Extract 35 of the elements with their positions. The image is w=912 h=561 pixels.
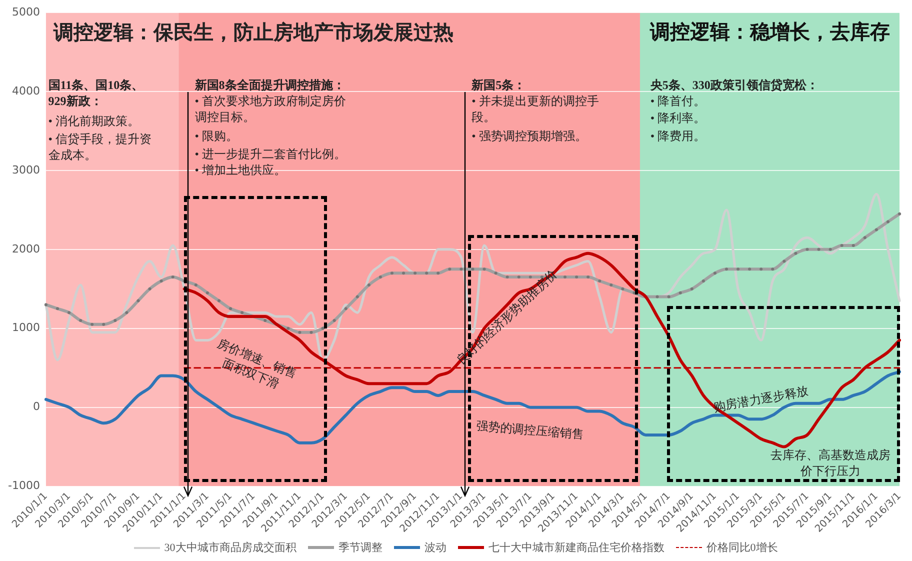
y-tick-label: 2000 — [12, 242, 40, 256]
annotation: • 降利率。 — [650, 110, 707, 126]
annotation: 国11条、国10条、929新政： — [48, 77, 145, 110]
annotation: • 消化前期政策。 — [48, 113, 140, 130]
annotation: • 限购。 — [194, 128, 239, 144]
y-tick-label: 4000 — [12, 84, 40, 98]
annotation: • 强势调控预期增强。 — [472, 128, 588, 144]
legend-label: 季节调整 — [338, 541, 382, 555]
y-tick-label: 3000 — [12, 163, 40, 176]
band-label: 调控逻辑：稳增长，去库存 — [648, 20, 890, 44]
annotation: • 并未提出更新的调控手段。 — [472, 93, 600, 126]
annotation: • 进一步提升二套首付比例。 — [194, 146, 347, 162]
y-tick-label: 0 — [32, 400, 40, 414]
annotation: • 降首付。 — [650, 93, 707, 110]
annotation: 良好的经济形势助推房价 — [454, 266, 562, 368]
line-series — [182, 252, 902, 448]
annotation: 调控逻辑：保民生，防止房地产市场发展过热 — [54, 21, 454, 46]
y-tick-label: -1000 — [8, 479, 40, 492]
annotation: • 增加土地供应。 — [194, 162, 287, 178]
legend-label: 价格同比0增长 — [706, 541, 778, 555]
annotation: 新国8条全面提升调控措施： — [194, 77, 346, 94]
legend-label: 波动 — [424, 541, 446, 555]
annotation: • 降费用。 — [650, 128, 707, 144]
legend-label: 七十大中城市新建商品住宅价格指数 — [488, 540, 664, 555]
annotation: 购房潜力逐步释放 — [712, 382, 810, 415]
y-tick-label: 1000 — [12, 321, 40, 334]
annotation: 央5条、330政策引领信贷宽松： — [650, 77, 820, 94]
annotation: 房价增速、销售面积双下滑 — [214, 335, 300, 393]
legend-label: 30大中城市商品房成交面积 — [164, 540, 296, 555]
y-tick-label: 5000 — [12, 5, 40, 18]
annotation: 去库存、高基数造成房价下行压力 — [769, 446, 892, 479]
annotation: 新国5条： — [472, 77, 527, 94]
annotation: • 首次要求地方政府制定房价调控目标。 — [194, 93, 347, 126]
annotation: • 信贷手段，提升资金成本。 — [48, 130, 152, 163]
annotation: 强势的调控压缩销售 — [476, 418, 585, 443]
